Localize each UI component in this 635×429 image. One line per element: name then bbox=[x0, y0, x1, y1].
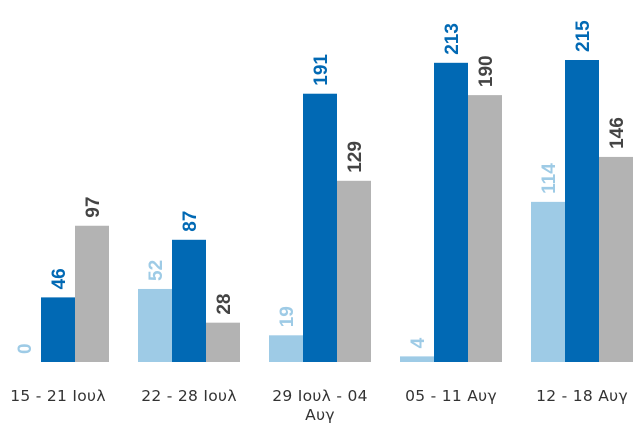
bar-2-series-0 bbox=[269, 335, 303, 362]
x-tick-label-line: Αυγ bbox=[305, 406, 335, 424]
bar-1-series-0 bbox=[138, 288, 172, 362]
bar-1-series-2 bbox=[206, 322, 240, 362]
bar-4-series-0 bbox=[531, 201, 565, 362]
value-label-0-series-0: 0 bbox=[15, 343, 36, 354]
value-label-0-series-1: 46 bbox=[49, 268, 70, 289]
x-tick-label-0: 15 - 21 Ιουλ bbox=[10, 387, 106, 405]
value-label-0-series-2: 97 bbox=[83, 197, 104, 218]
x-tick-label-line: 05 - 11 Αυγ bbox=[405, 387, 497, 405]
value-label-2-series-0: 19 bbox=[277, 306, 298, 327]
value-label-1-series-1: 87 bbox=[180, 211, 201, 232]
bar-4-series-2 bbox=[599, 156, 633, 362]
value-label-3-series-0: 4 bbox=[408, 337, 429, 348]
bar-4-series-1 bbox=[565, 60, 599, 362]
value-label-4-series-2: 146 bbox=[607, 117, 628, 149]
value-label-1-series-2: 28 bbox=[214, 294, 235, 315]
x-tick-label-3: 05 - 11 Αυγ bbox=[405, 387, 497, 405]
value-label-4-series-0: 114 bbox=[539, 163, 560, 194]
bar-3-series-2 bbox=[468, 95, 502, 363]
bar-3-series-1 bbox=[434, 62, 468, 363]
bar-1-series-1 bbox=[172, 239, 206, 362]
bar-0-series-1 bbox=[41, 297, 75, 362]
value-label-1-series-0: 52 bbox=[146, 260, 167, 281]
x-tick-label-line: 22 - 28 Ιουλ bbox=[141, 387, 237, 405]
value-labels-layer: 0 46 97 52 87 28 19 191 129 4 213 190 114 215 146 bbox=[15, 20, 628, 354]
x-tick-label-2: 29 Ιουλ - 04 Αυγ bbox=[272, 387, 368, 424]
x-tick-label-line: 15 - 21 Ιουλ bbox=[10, 387, 106, 405]
bar-0-series-2 bbox=[75, 225, 109, 362]
bar-3-series-0 bbox=[400, 356, 434, 362]
value-label-4-series-1: 215 bbox=[573, 20, 594, 52]
x-tick-label-1: 22 - 28 Ιουλ bbox=[141, 387, 237, 405]
value-label-2-series-1: 191 bbox=[311, 54, 332, 86]
value-label-3-series-2: 190 bbox=[476, 55, 497, 87]
bar-2-series-1 bbox=[303, 93, 337, 363]
bar-2-series-2 bbox=[337, 180, 371, 362]
x-tick-label-line: 29 Ιουλ - 04 bbox=[272, 387, 368, 405]
bars-layer bbox=[41, 60, 633, 363]
x-tick-label-line: 12 - 18 Αυγ bbox=[536, 387, 628, 405]
value-label-3-series-1: 213 bbox=[442, 23, 463, 55]
x-axis-ticks: 15 - 21 Ιουλ 22 - 28 Ιουλ 29 Ιουλ - 04 Αυγ 0… bbox=[10, 387, 628, 424]
x-tick-label-4: 12 - 18 Αυγ bbox=[536, 387, 628, 405]
value-label-2-series-2: 129 bbox=[345, 141, 366, 173]
